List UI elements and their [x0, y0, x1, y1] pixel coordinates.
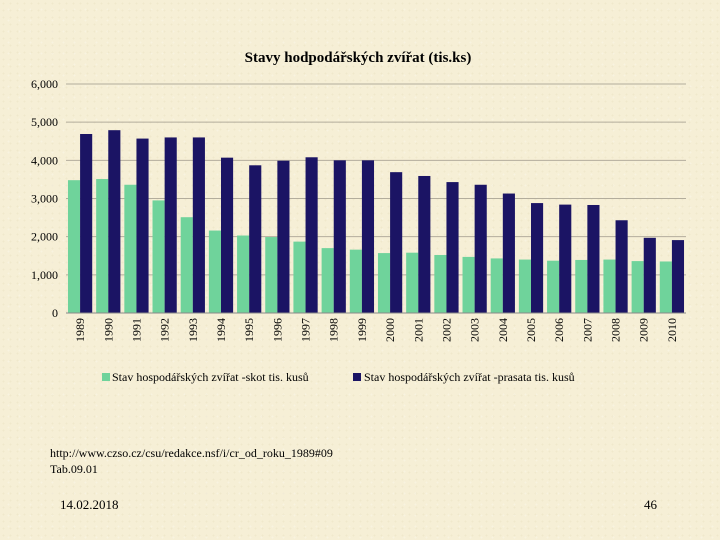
legend-label-skot: Stav hospodářských zvířat -skot tis. kus…	[112, 370, 309, 384]
x-tick-label: 1992	[158, 318, 172, 342]
bar-skot	[377, 253, 391, 313]
footer-date: 14.02.2018	[60, 497, 119, 512]
bar-skot	[152, 200, 165, 313]
bar-skot	[434, 254, 447, 313]
x-tick-label: 1998	[327, 318, 341, 342]
source-note: http://www.czso.cz/csu/redakce.nsf/i/cr_…	[50, 445, 333, 477]
bar-skot	[96, 179, 109, 313]
y-tick-label: 4,000	[31, 153, 58, 167]
x-tick-label: 2005	[524, 318, 538, 342]
bar-skot	[490, 258, 503, 313]
bar-prasata	[277, 160, 290, 313]
page-number: 46	[644, 497, 657, 512]
chart-title: Stavy hodpodářských zvířat (tis.ks)	[245, 50, 472, 66]
bar-skot	[462, 256, 475, 313]
bar-skot	[659, 261, 672, 313]
bar-prasata	[587, 204, 600, 313]
y-axis-ticks: 0 1,000 2,000 3,000 4,000 5,000 6,000	[31, 77, 58, 320]
bar-prasata	[390, 172, 403, 313]
x-axis-ticks: 1989 1990 1991 1992 1993 1994 1995 1996 1997 1998…	[73, 318, 679, 342]
bar-skot	[603, 259, 616, 313]
x-tick-label: 2010	[665, 318, 679, 342]
x-tick-label: 2006	[552, 318, 566, 342]
bar-prasata	[249, 165, 262, 313]
x-tick-label: 2003	[468, 318, 482, 342]
source-url[interactable]: http://www.czso.cz/csu/redakce.nsf/i/cr_…	[50, 446, 333, 460]
bar-prasata	[164, 137, 177, 313]
bar-prasata	[531, 203, 544, 313]
bar-skot	[124, 184, 137, 313]
x-tick-label: 2001	[411, 318, 425, 342]
x-tick-label: 2009	[637, 318, 651, 342]
y-tick-label: 5,000	[31, 115, 58, 129]
bar-skot	[208, 230, 221, 313]
bar-prasata	[333, 160, 346, 313]
bar-prasata	[305, 157, 318, 313]
y-tick-label: 1,000	[31, 268, 58, 282]
legend-label-prasata: Stav hospodářských zvířat -prasata tis. …	[364, 370, 575, 384]
bar-prasata	[502, 193, 515, 313]
y-tick-label: 2,000	[31, 230, 58, 244]
bar-prasata	[446, 182, 459, 313]
bar-skot	[67, 180, 81, 313]
x-tick-label: 1989	[73, 318, 87, 342]
bar-prasata	[361, 160, 375, 313]
bar-prasata	[80, 133, 93, 313]
x-tick-label: 1997	[299, 318, 313, 342]
x-tick-label: 1999	[355, 318, 369, 342]
source-table: Tab.09.01	[50, 462, 98, 476]
bar-prasata	[474, 184, 487, 313]
x-tick-label: 1994	[214, 318, 228, 342]
bar-skot	[321, 248, 334, 313]
bar-skot	[265, 237, 278, 313]
y-tick-label: 0	[52, 306, 58, 320]
bar-prasata	[559, 204, 572, 313]
bar-prasata	[221, 157, 234, 313]
x-tick-label: 1995	[242, 318, 256, 342]
bar-prasata	[136, 138, 149, 313]
x-tick-label: 2000	[383, 318, 397, 342]
bar-skot	[180, 217, 193, 313]
x-tick-label: 2008	[609, 318, 623, 342]
y-tick-label: 3,000	[31, 192, 58, 206]
x-tick-label: 2002	[439, 318, 453, 342]
bar-skot	[237, 235, 250, 313]
bars	[67, 130, 685, 313]
legend-swatch-skot	[102, 373, 110, 381]
legend-swatch-prasata	[353, 373, 361, 381]
x-tick-label: 2007	[580, 318, 594, 342]
x-tick-label: 1993	[186, 318, 200, 342]
bar-prasata	[192, 137, 205, 313]
bar-prasata	[108, 130, 121, 313]
x-tick-label: 1990	[101, 318, 115, 342]
legend: Stav hospodářských zvířat -skot tis. kus…	[102, 370, 575, 384]
bar-skot	[349, 249, 362, 313]
bar-skot	[518, 259, 531, 313]
x-tick-label: 1991	[129, 318, 143, 342]
bar-prasata	[418, 175, 431, 313]
bar-skot	[631, 261, 644, 313]
x-tick-label: 1996	[270, 318, 284, 342]
bar-prasata	[671, 240, 685, 313]
bar-prasata	[643, 237, 656, 313]
bar-prasata	[615, 220, 628, 313]
bar-skot	[293, 241, 306, 313]
bar-skot	[547, 260, 560, 313]
x-tick-label: 2004	[496, 318, 510, 342]
bar-skot	[406, 252, 419, 313]
bar-chart: Stavy hodpodářských zvířat (tis.ks) 0 1,0…	[31, 50, 686, 384]
y-tick-label: 6,000	[31, 77, 58, 91]
bar-skot	[575, 259, 588, 313]
